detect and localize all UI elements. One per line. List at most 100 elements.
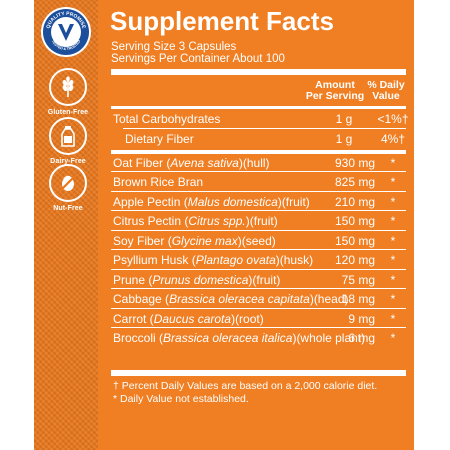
fact-row: Cabbage (Brassica oleracea capitata)(hea… [111, 290, 406, 309]
ingredient-latin-name: Brassica oleracea italica [163, 331, 293, 345]
ingredient-common-name: Citrus Pectin [113, 214, 182, 228]
daily-value: * [390, 195, 396, 209]
daily-value: 4%† [380, 132, 406, 146]
ingredient-latin-name: Prunus domestica [152, 273, 249, 287]
serving-size: Serving Size 3 Capsules [111, 41, 237, 53]
amount-per-serving: 930 mg [334, 156, 375, 170]
milk-bottle-icon [49, 117, 87, 155]
amount-per-serving: 120 mg [334, 253, 375, 267]
thick-rule-bottom [111, 370, 406, 376]
ingredient-latin-name: Brassica oleracea capitata [169, 292, 310, 306]
row-divider [111, 191, 406, 192]
fact-row: Psyllium Husk (Plantago ovata)(husk) 120 … [111, 251, 406, 270]
nut-free-badge: Nut-Free [43, 164, 93, 212]
ingredient-name: Citrus Pectin (Citrus spp.)(fruit) [113, 214, 278, 228]
ingredient-common-name: Carrot [113, 312, 147, 326]
daily-value: * [390, 312, 396, 326]
row-divider [111, 249, 406, 250]
fact-row: Citrus Pectin (Citrus spp.)(fruit) 150 mg… [111, 212, 406, 231]
ingredient-latin-name: Plantago ovata [195, 253, 276, 267]
fact-row: Prune (Prunus domestica)(fruit) 75 mg * [111, 271, 406, 290]
row-divider [111, 210, 406, 211]
fact-row: Carrot (Daucus carota)(root) 9 mg * [111, 310, 406, 329]
row-divider [111, 230, 406, 231]
row-divider [123, 128, 406, 129]
amount-per-serving: 9 mg [348, 312, 375, 326]
facts-title: Supplement Facts [110, 6, 334, 36]
amount-per-serving: 150 mg [334, 234, 375, 248]
ingredient-name: Carrot (Daucus carota)(root) [113, 312, 264, 326]
fact-row: Dietary Fiber 1 g 4%† [111, 130, 406, 149]
v-check-icon [58, 24, 74, 41]
col-amount-header: Amount Per Serving [300, 80, 370, 102]
col-amount-line1: Amount [315, 79, 355, 91]
ingredient-name: Broccoli (Brassica oleracea italica)(who… [113, 331, 366, 345]
row-divider [111, 269, 406, 270]
ingredient-common-name: Apple Pectin [113, 195, 181, 209]
row-divider [111, 171, 406, 172]
fact-row: Soy Fiber (Glycine max)(seed) 150 mg * [111, 232, 406, 251]
ingredient-part: (hull) [242, 156, 270, 170]
fact-row: Broccoli (Brassica oleracea italica)(who… [111, 329, 406, 348]
amount-per-serving: 825 mg [334, 175, 375, 189]
quality-promise-badge: QUALITY PROMISE TESTED & TRUSTED [41, 7, 91, 57]
col-amount-line2: Per Serving [305, 90, 365, 102]
ingredient-latin-name: Glycine max [171, 234, 238, 248]
ingredient-part: (whole plant) [296, 331, 366, 345]
ingredient-part: (root) [235, 312, 264, 326]
amount-per-serving: 6 mg [348, 331, 375, 345]
ingredient-common-name: Soy Fiber [113, 234, 165, 248]
dairy-free-label: Dairy-Free [50, 158, 86, 165]
fact-row: Apple Pectin (Malus domestica)(fruit) 210… [111, 193, 406, 212]
row-divider [111, 308, 406, 309]
daily-value: * [390, 273, 396, 287]
col-dv-header: % Daily Value [364, 80, 408, 102]
ingredient-name: Soy Fiber (Glycine max)(seed) [113, 234, 276, 248]
amount-per-serving: 75 mg [341, 273, 375, 287]
col-dv-line1: % Daily [367, 79, 405, 91]
ingredient-name: Prune (Prunus domestica)(fruit) [113, 273, 281, 287]
daily-value: * [390, 253, 396, 267]
daily-value: * [390, 156, 396, 170]
ingredient-common-name: Total Carbohydrates [113, 112, 221, 126]
daily-value: * [390, 175, 396, 189]
amount-per-serving: 1 g [335, 112, 353, 126]
col-dv-line2: Value [372, 90, 400, 102]
wheat-icon [49, 68, 87, 106]
ingredient-part: (seed) [241, 234, 276, 248]
ingredient-name: Dietary Fiber [125, 130, 194, 149]
ingredient-part: (fruit) [249, 214, 278, 228]
amount-per-serving: 1 g [335, 132, 353, 146]
ingredient-part: (fruit) [281, 195, 310, 209]
ingredient-name: Brown Rice Bran [113, 173, 203, 192]
thick-rule-top [111, 69, 406, 75]
ingredient-common-name: Psyllium Husk [113, 253, 189, 267]
fact-row: Brown Rice Bran 825 mg * [111, 173, 406, 192]
ingredient-part: (head) [313, 292, 349, 306]
ingredient-part: (husk) [279, 253, 314, 267]
footnote-daily-value: * Daily Value not established. [113, 393, 249, 405]
ingredient-latin-name: Daucus carota [153, 312, 232, 326]
ingredient-name: Oat Fiber (Avena sativa)(hull) [113, 156, 270, 170]
dairy-free-badge: Dairy-Free [43, 117, 93, 165]
daily-value: * [390, 331, 396, 345]
ingredient-name: Psyllium Husk (Plantago ovata)(husk) [113, 253, 314, 267]
nut-free-label: Nut-Free [53, 205, 83, 212]
gluten-free-badge: Gluten-Free [43, 68, 93, 116]
ingredient-common-name: Cabbage [113, 292, 162, 306]
ingredient-common-name: Oat Fiber [113, 156, 164, 170]
daily-value: * [390, 292, 396, 306]
servings-per-container: Servings Per Container About 100 [111, 53, 285, 65]
footnote-percent: † Percent Daily Values are based on a 2,… [113, 380, 378, 392]
ingredient-common-name: Prune [113, 273, 146, 287]
daily-value: * [390, 234, 396, 248]
daily-value: <1%† [377, 112, 409, 126]
daily-value: * [390, 214, 396, 228]
row-divider [111, 288, 406, 289]
ingredient-latin-name: Avena sativa [170, 156, 239, 170]
thick-rule-section [111, 150, 406, 154]
ingredient-common-name: Brown Rice Bran [113, 175, 204, 189]
ingredient-part: (fruit) [252, 273, 281, 287]
amount-per-serving: 150 mg [334, 214, 375, 228]
amount-per-serving: 18 mg [341, 292, 375, 306]
